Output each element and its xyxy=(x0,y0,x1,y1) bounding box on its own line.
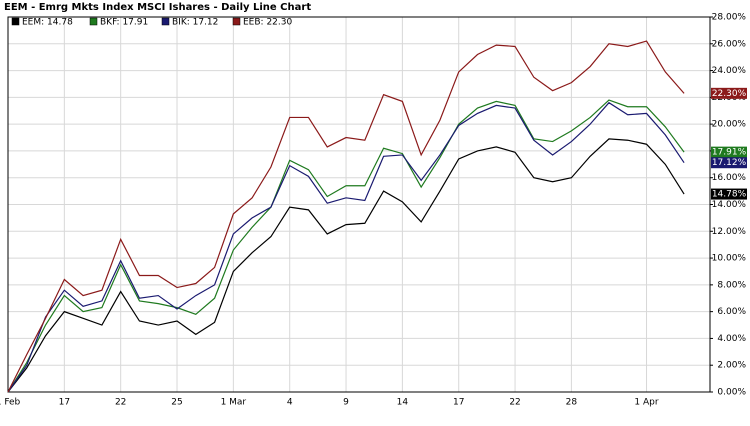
value-label: 17.12% xyxy=(712,158,747,168)
y-tick-label: 6.00% xyxy=(717,307,746,317)
y-tick-label: 14.00% xyxy=(712,200,747,210)
y-tick-label: 16.00% xyxy=(712,173,747,183)
y-tick-label: 4.00% xyxy=(717,334,746,344)
x-tick-label: 1 Mar xyxy=(221,398,247,408)
x-tick-label: 9 xyxy=(343,398,349,408)
value-label-box xyxy=(711,188,747,200)
y-tick-label: 0.00% xyxy=(717,388,746,398)
x-tick-label: 22 xyxy=(509,398,520,408)
y-tick-label: 10.00% xyxy=(712,254,747,264)
line xyxy=(7,138,685,393)
legend-swatch xyxy=(232,17,241,26)
line xyxy=(7,40,685,393)
x-tick-label: 14 xyxy=(397,398,409,408)
y-tick-label: 8.00% xyxy=(717,280,746,290)
y-tick-label: 26.00% xyxy=(712,39,747,49)
line xyxy=(7,101,685,393)
x-tick-label: 25 xyxy=(171,398,182,408)
legend-label: BIK: 17.12 xyxy=(172,18,218,28)
legend-swatch xyxy=(11,17,20,26)
value-label: 17.91% xyxy=(712,148,747,158)
legend-label: BKF: 17.91 xyxy=(100,18,148,28)
x-tick-label: 1 Feb xyxy=(0,398,21,408)
x-tick-label: 22 xyxy=(115,398,126,408)
plot-frame xyxy=(7,16,711,393)
y-tick-label: 24.00% xyxy=(712,66,747,76)
value-label-box xyxy=(711,157,747,169)
y-tick-label: 20.00% xyxy=(712,120,747,130)
y-tick-label: 12.00% xyxy=(712,227,747,237)
value-label-box xyxy=(711,146,747,158)
y-tick-label: 2.00% xyxy=(717,361,746,371)
x-tick-label: 4 xyxy=(287,398,293,408)
x-tick-label: 28 xyxy=(566,398,578,408)
value-label: 14.78% xyxy=(712,190,747,200)
line xyxy=(7,99,685,393)
value-label: 22.30% xyxy=(712,89,747,99)
legend-label: EEM: 14.78 xyxy=(22,18,73,28)
x-tick-label: 1 Apr xyxy=(634,398,658,408)
value-label-box xyxy=(711,87,747,99)
y-tick-label: 28.00% xyxy=(712,13,747,23)
legend-label: EEB: 22.30 xyxy=(243,18,292,28)
legend-swatch xyxy=(89,17,98,26)
x-tick-label: 17 xyxy=(453,398,464,408)
chart-title: EEM - Emrg Mkts Index MSCI Ishares - Dai… xyxy=(4,2,311,13)
legend-swatch xyxy=(161,17,170,26)
x-tick-label: 17 xyxy=(59,398,70,408)
